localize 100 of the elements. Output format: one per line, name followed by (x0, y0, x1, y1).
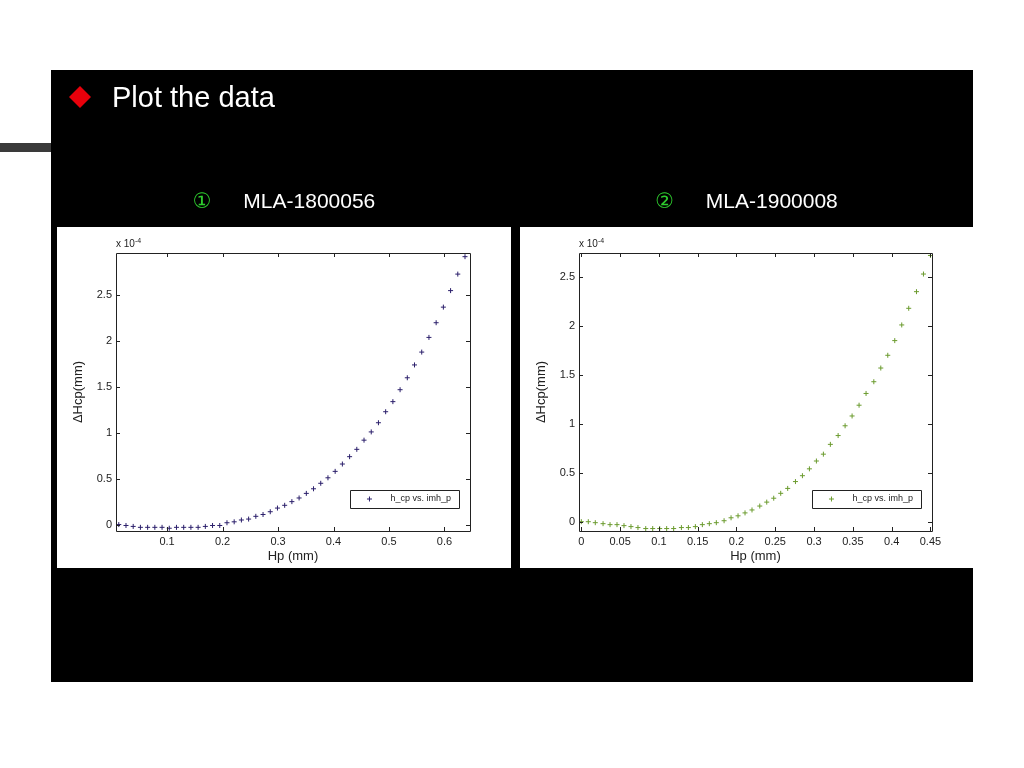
point (763, 499, 770, 506)
point (260, 511, 267, 518)
point (835, 432, 842, 439)
point (195, 524, 202, 531)
y-tick-label: 1.5 (96, 379, 112, 392)
y-tick-label: 1.5 (559, 367, 575, 380)
point (849, 412, 856, 419)
point (799, 472, 806, 479)
point (678, 524, 685, 531)
point (699, 521, 706, 528)
point (692, 523, 699, 530)
point (642, 525, 649, 531)
x-tick-label: 0.45 (919, 534, 942, 547)
point (267, 508, 274, 515)
x-tick-label: 0.3 (806, 534, 822, 547)
point (310, 485, 317, 492)
point (151, 524, 158, 531)
y-tick-label: 0.5 (559, 465, 575, 478)
point (454, 271, 461, 278)
y-axis-title: ΔHcp(mm) (70, 360, 86, 424)
point (777, 490, 784, 497)
x-tick-label: 0.2 (728, 534, 745, 547)
point (770, 495, 777, 502)
y-tick-label: 0.5 (96, 471, 112, 484)
point (728, 514, 735, 521)
point (685, 524, 692, 531)
point (296, 494, 303, 501)
point (742, 509, 749, 516)
point (447, 287, 454, 294)
point (462, 253, 469, 260)
y-tick-label: 0 (105, 517, 112, 530)
point (749, 506, 756, 513)
point (634, 524, 641, 531)
point (324, 474, 331, 481)
x-tick-label: 0.35 (842, 534, 864, 547)
point (361, 437, 368, 444)
point (756, 503, 763, 510)
point (216, 522, 223, 529)
point (621, 522, 627, 529)
chart-title: ① MLA-1800056 (192, 189, 376, 212)
point (122, 522, 129, 529)
y-tick-label: 2.5 (96, 288, 112, 301)
point (180, 524, 187, 531)
point (281, 502, 288, 509)
point (827, 441, 834, 448)
point (238, 516, 245, 523)
point (813, 458, 820, 465)
point (884, 352, 891, 359)
x-axis-title: Hp (mm) (267, 547, 319, 563)
point (614, 521, 621, 528)
point (706, 520, 713, 527)
point (130, 523, 137, 530)
y-axis-title: ΔHcp(mm) (533, 360, 549, 424)
x-tick-label: 0.4 (884, 534, 900, 547)
chart-title: ② MLA-1900008 (655, 189, 838, 212)
x-tick-label: 0.6 (436, 534, 453, 547)
y-tick-label: 2.5 (559, 270, 575, 283)
point (870, 378, 877, 385)
point (913, 288, 920, 295)
point (339, 461, 346, 468)
x-tick-label: 0.25 (764, 534, 786, 547)
y-tick-label: 1 (568, 416, 575, 429)
point (375, 419, 382, 426)
point (252, 513, 259, 520)
point (288, 498, 295, 505)
point (137, 524, 144, 531)
point (721, 517, 728, 524)
x-tick-label: 0 (578, 534, 585, 547)
point (425, 334, 432, 341)
point (898, 321, 905, 328)
point (856, 402, 863, 409)
point (245, 516, 252, 523)
point (735, 512, 742, 519)
y-tick-label: 2 (105, 334, 112, 347)
point (303, 490, 310, 497)
y-tick-label: 2 (568, 318, 575, 331)
point (353, 446, 360, 453)
point (397, 386, 404, 393)
point (144, 524, 151, 531)
y-tick-label: 1 (105, 425, 112, 438)
x-tick-label: 0.4 (325, 534, 342, 547)
x-tick-label: 0.05 (609, 534, 631, 547)
point (274, 505, 281, 512)
point (187, 524, 194, 531)
point (368, 428, 375, 435)
point (209, 522, 216, 529)
point (627, 523, 634, 530)
point (317, 480, 324, 487)
point (433, 319, 440, 326)
y-tick-label: 0 (568, 514, 575, 527)
text: Plot the data (112, 80, 275, 115)
point (877, 365, 884, 372)
point (404, 374, 411, 381)
point (905, 305, 912, 312)
point (159, 524, 166, 531)
point (663, 525, 670, 531)
x-tick-label: 0.2 (214, 534, 231, 547)
x-axis-title: Hp (mm) (730, 547, 781, 563)
point (223, 519, 230, 526)
point (842, 422, 849, 429)
